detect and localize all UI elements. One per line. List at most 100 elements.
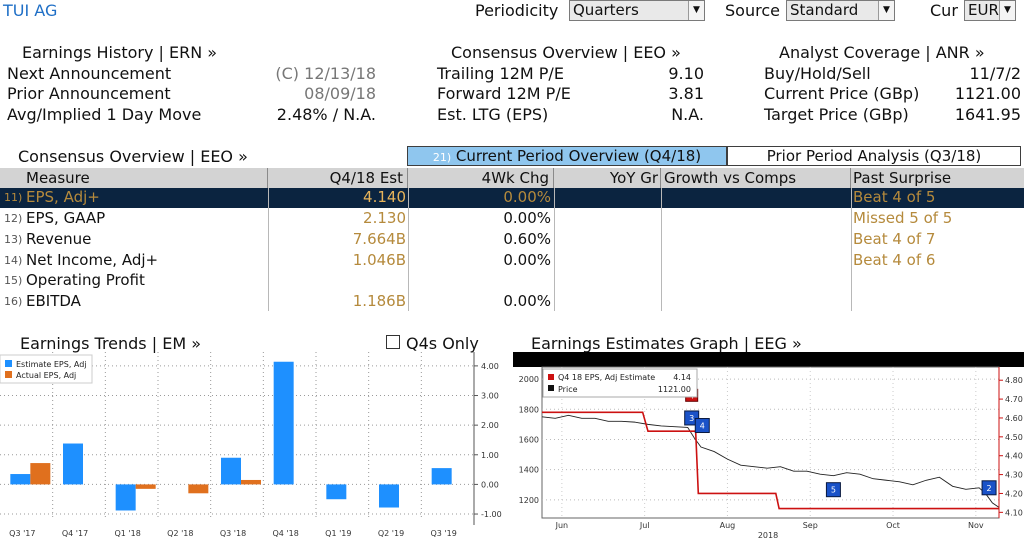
next-announcement-label: Next Announcement	[7, 64, 172, 83]
y-tick-label: 2.00	[481, 421, 499, 430]
tab-current-period[interactable]: 21) Current Period Overview (Q4/18)	[407, 146, 727, 166]
graph-legend-box	[542, 368, 698, 398]
tab-current-label: Current Period Overview (Q4/18)	[455, 147, 702, 165]
chevron-down-icon[interactable]: ▼	[688, 1, 704, 20]
right-y-tick-label: 4.30	[1005, 471, 1023, 480]
table-row[interactable]: 12) EPS, GAAP 2.130 0.00% Missed 5 of 5	[0, 208, 1024, 229]
prior-announcement-label: Prior Announcement	[7, 84, 171, 103]
chevron-down-icon[interactable]: ▼	[878, 1, 894, 20]
earnings-estimates-graph-link[interactable]: Earnings Estimates Graph | EEG »	[531, 334, 802, 353]
surprise-value: Beat 4 of 5	[853, 188, 936, 206]
currency-value: EUR	[968, 1, 999, 19]
x-tick-label: Q4 '18	[273, 529, 299, 538]
legend-estimate-line: Q4 18 EPS, Adj Estimate	[558, 373, 655, 382]
consensus-table-link[interactable]: Consensus Overview | EEO »	[18, 147, 248, 166]
measure-name: Net Income, Adj+	[26, 251, 159, 269]
legend-price-value: 1121.00	[658, 385, 691, 394]
analyst-coverage-link[interactable]: Analyst Coverage | ANR »	[779, 43, 985, 62]
source-label: Source	[725, 1, 780, 20]
surprise-value: Beat 4 of 6	[853, 251, 936, 269]
table-row[interactable]: 13) Revenue 7.664B 0.60% Beat 4 of 7	[0, 229, 1024, 250]
graph-top-bar	[513, 352, 1024, 367]
q4s-only-label: Q4s Only	[406, 334, 479, 353]
column-header-yoy-gr[interactable]: YoY Gr	[554, 168, 661, 188]
column-header-past-surprise[interactable]: Past Surprise	[851, 168, 1024, 188]
source-select[interactable]: Standard ▼	[786, 0, 895, 21]
left-y-tick-label: 1800	[519, 405, 539, 414]
periodicity-select[interactable]: Quarters ▼	[569, 0, 705, 21]
table-row[interactable]: 16) EBITDA 1.186B 0.00%	[0, 291, 1024, 312]
target-price-value: 1641.95	[954, 105, 1021, 124]
buy-hold-sell-value: 11/7/2	[969, 64, 1022, 83]
estimate-marker-label: 3	[689, 414, 694, 423]
estimate-bar	[221, 457, 241, 485]
table-row[interactable]: 11) EPS, Adj+ 4.140 0.00% Beat 4 of 5	[0, 187, 1024, 208]
price-line	[541, 414, 1000, 508]
estimate-bar	[10, 474, 31, 485]
trailing-pe-value: 9.10	[668, 64, 704, 83]
x-tick-label: Q4 '17	[62, 529, 88, 538]
earnings-trends-chart: 4.00 3.00 2.00 1.00 0.00 -1.00 Q3 '17 Q4 '17 Q1…	[0, 352, 502, 538]
selected-row-highlight	[0, 188, 1024, 208]
right-y-tick-label: 4.40	[1005, 452, 1023, 461]
earnings-trends-link[interactable]: Earnings Trends | EM »	[20, 334, 201, 353]
x-tick-label: Q3 '17	[9, 529, 35, 538]
forward-pe-value: 3.81	[668, 84, 704, 103]
estimate-value: 1.046B	[352, 251, 406, 269]
y-tick-label: 3.00	[481, 392, 499, 401]
chg-value: 0.00%	[503, 251, 551, 269]
cur-label: Cur	[930, 1, 958, 20]
consensus-overview-link[interactable]: Consensus Overview | EEO »	[451, 43, 681, 62]
row-number: 13)	[4, 233, 23, 246]
column-header-measure[interactable]: Measure	[0, 168, 268, 188]
table-row[interactable]: 15) Operating Profit	[0, 270, 1024, 291]
tab-prior-period[interactable]: Prior Period Analysis (Q3/18)	[727, 146, 1021, 166]
chg-value: 0.60%	[503, 230, 551, 248]
chevron-down-icon[interactable]: ▼	[999, 1, 1015, 20]
estimate-value: 4.140	[363, 188, 406, 206]
left-y-tick-label: 1400	[519, 466, 539, 475]
estimate-marker-label: 5	[831, 486, 836, 495]
estimate-marker-label: 4	[700, 422, 705, 431]
currency-select[interactable]: EUR ▼	[964, 0, 1016, 21]
legend-swatch-actual	[5, 371, 12, 378]
table-row[interactable]: 14) Net Income, Adj+ 1.046B 0.00% Beat 4…	[0, 250, 1024, 271]
legend-estimate: Estimate EPS, Adj	[16, 360, 87, 369]
row-number: 14)	[4, 254, 23, 267]
chg-value: 0.00%	[503, 292, 551, 310]
left-y-tick-label: 1200	[519, 496, 539, 505]
measure-name: Revenue	[26, 230, 92, 248]
legend-swatch-estimate	[5, 360, 12, 367]
earnings-history-link[interactable]: Earnings History | ERN »	[22, 43, 218, 62]
current-price-label: Current Price (GBp)	[764, 84, 920, 103]
estimate-marker	[981, 480, 997, 496]
actual-bar	[135, 484, 156, 489]
ltg-label: Est. LTG (EPS)	[437, 105, 549, 124]
estimate-bar	[379, 484, 399, 508]
right-y-tick-label: 4.70	[1005, 395, 1023, 404]
column-header-4wk-chg[interactable]: 4Wk Chg	[408, 168, 554, 188]
y-tick-label: 1.00	[481, 451, 499, 460]
column-header-growth-vs-comps[interactable]: Growth vs Comps	[661, 168, 851, 188]
legend-estimate-value: 4.14	[673, 373, 691, 382]
surprise-value: Beat 4 of 7	[853, 230, 936, 248]
left-y-tick-label: 1600	[519, 435, 539, 444]
row-number: 15)	[4, 274, 23, 287]
estimate-marker-label: 2	[987, 484, 992, 493]
right-y-tick-label: 4.20	[1005, 489, 1023, 498]
x-tick-label: Oct	[886, 521, 900, 530]
actual-bar	[188, 484, 209, 494]
row-number: 16)	[4, 295, 23, 308]
current-price-value: 1121.00	[954, 84, 1021, 103]
actual-bar	[30, 463, 51, 485]
trailing-pe-label: Trailing 12M P/E	[437, 64, 564, 83]
estimate-line	[542, 411, 999, 510]
y-tick-label: 0.00	[481, 480, 499, 489]
column-divider	[408, 188, 409, 311]
source-value: Standard	[790, 1, 859, 19]
column-header-estimate[interactable]: Q4/18 Est	[268, 168, 408, 188]
legend-swatch-estimate-line	[548, 374, 554, 380]
x-tick-label: Nov	[968, 521, 984, 530]
q4s-only-checkbox[interactable]	[386, 335, 400, 349]
